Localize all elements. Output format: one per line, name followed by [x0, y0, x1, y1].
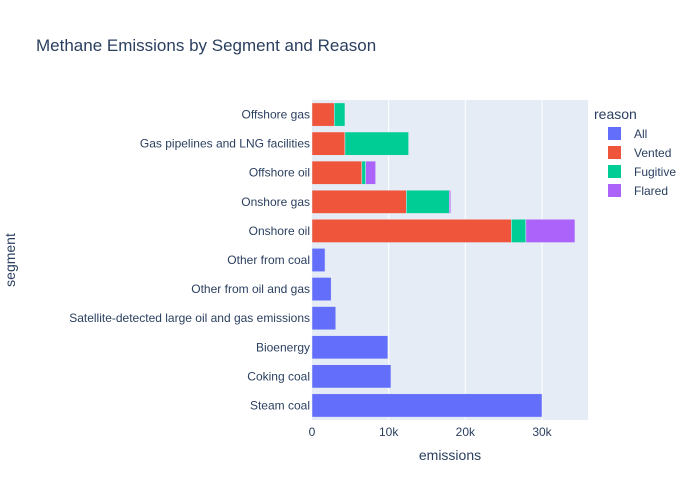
legend-label: Vented — [634, 146, 671, 160]
bar-layer — [311, 102, 576, 418]
y-tick-label: Coking coal — [247, 369, 310, 383]
bar-other-from-oil-and-gas-all[interactable] — [311, 277, 332, 301]
legend-label: Fugitive — [634, 165, 676, 179]
x-tick-label: 20k — [456, 425, 476, 439]
y-tick-label: Satellite-detected large oil and gas emi… — [69, 311, 310, 325]
bar-offshore-oil-vented[interactable] — [311, 160, 363, 185]
legend-item-all[interactable]: All — [608, 127, 647, 141]
bar-gas-pipelines-and-lng-facilities-fugitive[interactable] — [344, 131, 409, 156]
x-axis-title: emissions — [419, 447, 481, 463]
x-tick-label: 30k — [532, 425, 552, 439]
y-tick-label: Other from oil and gas — [191, 282, 310, 296]
bar-onshore-oil-vented[interactable] — [311, 219, 512, 243]
bar-bioenergy-all[interactable] — [311, 335, 389, 360]
bar-other-from-coal-all[interactable] — [311, 248, 326, 272]
legend-swatch — [608, 146, 621, 159]
bar-satellite-detected-large-oil-and-gas-emissions-all[interactable] — [311, 306, 337, 331]
y-tick-label: Offshore oil — [249, 166, 310, 180]
y-tick-label: Offshore gas — [242, 108, 310, 122]
legend-item-vented[interactable]: Vented — [608, 146, 671, 160]
y-tick-label: Gas pipelines and LNG facilities — [140, 137, 310, 151]
y-tick-label: Other from coal — [227, 253, 310, 267]
bar-offshore-gas-vented[interactable] — [311, 102, 335, 127]
bar-steam-coal-all[interactable] — [311, 393, 543, 418]
bar-offshore-gas-fugitive[interactable] — [333, 102, 346, 127]
x-tick-label: 0 — [309, 425, 316, 439]
legend-title: reason — [594, 106, 637, 122]
bar-coking-coal-all[interactable] — [311, 364, 392, 389]
y-tick-label: Onshore oil — [249, 224, 310, 238]
bar-onshore-gas-vented[interactable] — [311, 189, 407, 214]
legend-swatch — [608, 127, 621, 140]
legend: reason All Vented Fugitive Flared — [594, 106, 676, 198]
legend-item-flared[interactable]: Flared — [608, 184, 668, 198]
chart-title: Methane Emissions by Segment and Reason — [36, 36, 376, 55]
bar-onshore-oil-flared[interactable] — [525, 219, 576, 243]
x-tick-label: 10k — [379, 425, 399, 439]
bar-onshore-gas-flared[interactable] — [448, 189, 452, 214]
legend-label: All — [634, 127, 647, 141]
legend-label: Flared — [634, 184, 668, 198]
y-tick-label: Steam coal — [250, 398, 310, 412]
y-tick-label: Bioenergy — [256, 340, 310, 354]
legend-swatch — [608, 184, 621, 197]
bar-gas-pipelines-and-lng-facilities-vented[interactable] — [311, 131, 346, 156]
legend-item-fugitive[interactable]: Fugitive — [608, 165, 676, 179]
bar-offshore-oil-flared[interactable] — [365, 160, 376, 185]
legend-items: All Vented Fugitive Flared — [608, 127, 676, 198]
bar-onshore-gas-fugitive[interactable] — [406, 189, 450, 214]
y-axis-ticks: Offshore gas Gas pipelines and LNG facili… — [69, 108, 310, 413]
legend-swatch — [608, 165, 621, 178]
bar-onshore-oil-fugitive[interactable] — [511, 219, 527, 243]
x-axis-ticks: 0 10k 20k 30k — [309, 425, 553, 439]
bar-offshore-oil-fugitive[interactable] — [361, 160, 366, 185]
y-tick-label: Onshore gas — [241, 195, 310, 209]
y-axis-title: segment — [2, 233, 18, 287]
